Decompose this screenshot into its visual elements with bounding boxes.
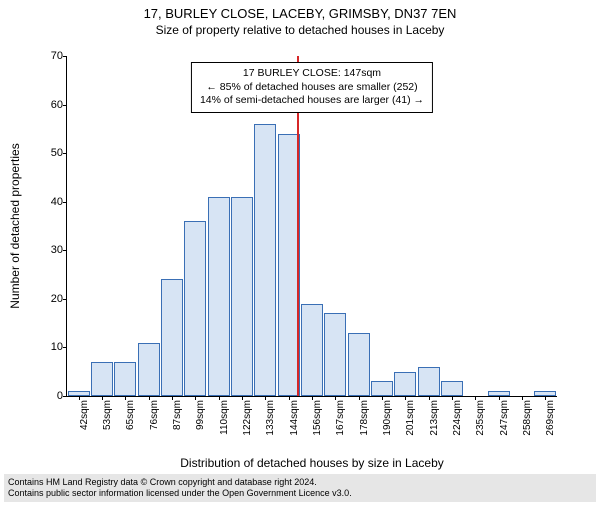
histogram-bar <box>184 221 206 396</box>
y-tick-label: 30 <box>23 244 63 256</box>
x-tick-label: 258sqm <box>522 400 533 436</box>
annotation-line-1: 17 BURLEY CLOSE: 147sqm <box>200 67 424 81</box>
x-tick-mark <box>382 396 383 400</box>
page-title: 17, BURLEY CLOSE, LACEBY, GRIMSBY, DN37 … <box>0 6 600 21</box>
x-tick-label: 269sqm <box>545 400 556 436</box>
histogram-bar <box>208 197 230 396</box>
x-tick-mark <box>359 396 360 400</box>
histogram-bar <box>138 343 160 396</box>
x-tick-label: 190sqm <box>382 400 393 436</box>
y-tick-label: 60 <box>23 99 63 111</box>
histogram-chart: Number of detached properties 17 BURLEY … <box>66 56 556 396</box>
footer-line-2: Contains public sector information licen… <box>8 488 592 499</box>
annotation-box: 17 BURLEY CLOSE: 147sqm ← 85% of detache… <box>191 62 433 113</box>
x-tick-label: 42sqm <box>79 400 90 430</box>
x-tick-label: 122sqm <box>242 400 253 436</box>
histogram-bar <box>161 279 183 396</box>
x-tick-mark <box>102 396 103 400</box>
x-tick-label: 156sqm <box>312 400 323 436</box>
x-tick-label: 65sqm <box>125 400 136 430</box>
histogram-bar <box>254 124 276 396</box>
x-tick-mark <box>79 396 80 400</box>
x-tick-label: 224sqm <box>452 400 463 436</box>
x-tick-label: 213sqm <box>429 400 440 436</box>
x-tick-mark <box>312 396 313 400</box>
histogram-bar <box>371 381 393 396</box>
x-tick-label: 87sqm <box>172 400 183 430</box>
x-tick-mark <box>522 396 523 400</box>
x-tick-label: 53sqm <box>102 400 113 430</box>
page-subtitle: Size of property relative to detached ho… <box>0 23 600 37</box>
y-tick-mark <box>63 347 67 348</box>
x-tick-mark <box>499 396 500 400</box>
histogram-bar <box>441 381 463 396</box>
x-tick-mark <box>125 396 126 400</box>
x-tick-label: 133sqm <box>265 400 276 436</box>
histogram-bar <box>394 372 416 396</box>
x-tick-label: 167sqm <box>335 400 346 436</box>
y-tick-label: 50 <box>23 147 63 159</box>
histogram-bar <box>324 313 346 396</box>
histogram-bar <box>348 333 370 396</box>
x-tick-label: 76sqm <box>149 400 160 430</box>
x-tick-mark <box>429 396 430 400</box>
footer: Contains HM Land Registry data © Crown c… <box>4 474 596 502</box>
histogram-bar <box>301 304 323 396</box>
footer-line-1: Contains HM Land Registry data © Crown c… <box>8 477 592 488</box>
histogram-bar <box>231 197 253 396</box>
x-tick-mark <box>219 396 220 400</box>
x-tick-label: 178sqm <box>359 400 370 436</box>
histogram-bar <box>114 362 136 396</box>
y-tick-label: 10 <box>23 341 63 353</box>
y-tick-mark <box>63 56 67 57</box>
x-tick-label: 99sqm <box>195 400 206 430</box>
x-tick-mark <box>149 396 150 400</box>
x-tick-label: 144sqm <box>289 400 300 436</box>
x-tick-label: 235sqm <box>475 400 486 436</box>
x-tick-mark <box>545 396 546 400</box>
x-tick-mark <box>195 396 196 400</box>
y-tick-label: 20 <box>23 293 63 305</box>
x-tick-label: 201sqm <box>405 400 416 436</box>
annotation-line-2: ← 85% of detached houses are smaller (25… <box>200 81 424 95</box>
y-tick-mark <box>63 250 67 251</box>
histogram-bar <box>418 367 440 396</box>
y-tick-mark <box>63 153 67 154</box>
plot-area: Number of detached properties 17 BURLEY … <box>66 56 557 397</box>
x-tick-mark <box>405 396 406 400</box>
y-tick-label: 40 <box>23 196 63 208</box>
y-axis-label: Number of detached properties <box>8 143 22 308</box>
x-tick-mark <box>335 396 336 400</box>
y-tick-mark <box>63 105 67 106</box>
y-tick-label: 0 <box>23 390 63 402</box>
y-tick-mark <box>63 299 67 300</box>
x-tick-mark <box>452 396 453 400</box>
x-tick-label: 247sqm <box>499 400 510 436</box>
x-tick-mark <box>289 396 290 400</box>
histogram-bar <box>91 362 113 396</box>
y-tick-label: 70 <box>23 50 63 62</box>
annotation-line-3: 14% of semi-detached houses are larger (… <box>200 94 424 108</box>
x-tick-label: 110sqm <box>219 400 230 435</box>
y-tick-mark <box>63 396 67 397</box>
x-tick-mark <box>172 396 173 400</box>
x-tick-mark <box>475 396 476 400</box>
x-tick-mark <box>242 396 243 400</box>
x-axis-label: Distribution of detached houses by size … <box>180 456 444 470</box>
x-tick-mark <box>265 396 266 400</box>
y-tick-mark <box>63 202 67 203</box>
